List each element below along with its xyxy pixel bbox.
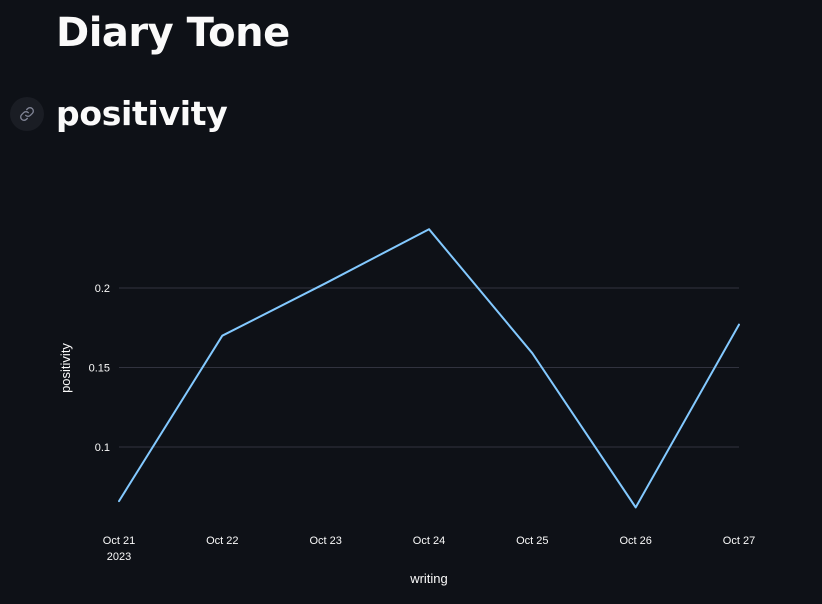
x-tick-label: Oct 22 [206, 535, 238, 547]
x-axis-label: writing [409, 571, 448, 586]
page-title: Diary Tone [56, 10, 290, 56]
line-chart: 0.10.150.2 Oct 21 Oct 22 Oct 23 Oct 24 Oct 2… [58, 228, 755, 586]
series-layer [118, 228, 740, 509]
y-tick-label: 0.2 [95, 283, 110, 295]
x-tick-label: Oct 27 [723, 535, 755, 547]
anchor-link-button[interactable] [10, 96, 44, 131]
y-axis-ticks: 0.1 0.15 0.2 [89, 283, 110, 454]
x-tick-label: Oct 24 [413, 535, 445, 547]
subheader-row: positivity [10, 94, 228, 133]
x-tick-label: Oct 23 [309, 535, 341, 547]
x-tick-label: Oct 26 [619, 535, 651, 547]
x-tick-label: Oct 21 [103, 535, 135, 547]
x-axis-ticks: Oct 21 Oct 22 Oct 23 Oct 24 Oct 25 Oct 26 Oct … [103, 535, 755, 563]
y-tick-label: 0.1 [95, 442, 110, 454]
x-tick-label: Oct 25 [516, 535, 548, 547]
series-line [118, 228, 740, 509]
y-tick-label: 0.15 [89, 363, 110, 375]
grid-lines [119, 287, 739, 448]
section-subheader: positivity [56, 94, 228, 133]
x-tick-year-label: 2023 [107, 551, 131, 563]
link-icon [20, 106, 34, 121]
y-axis-label: positivity [58, 343, 73, 393]
